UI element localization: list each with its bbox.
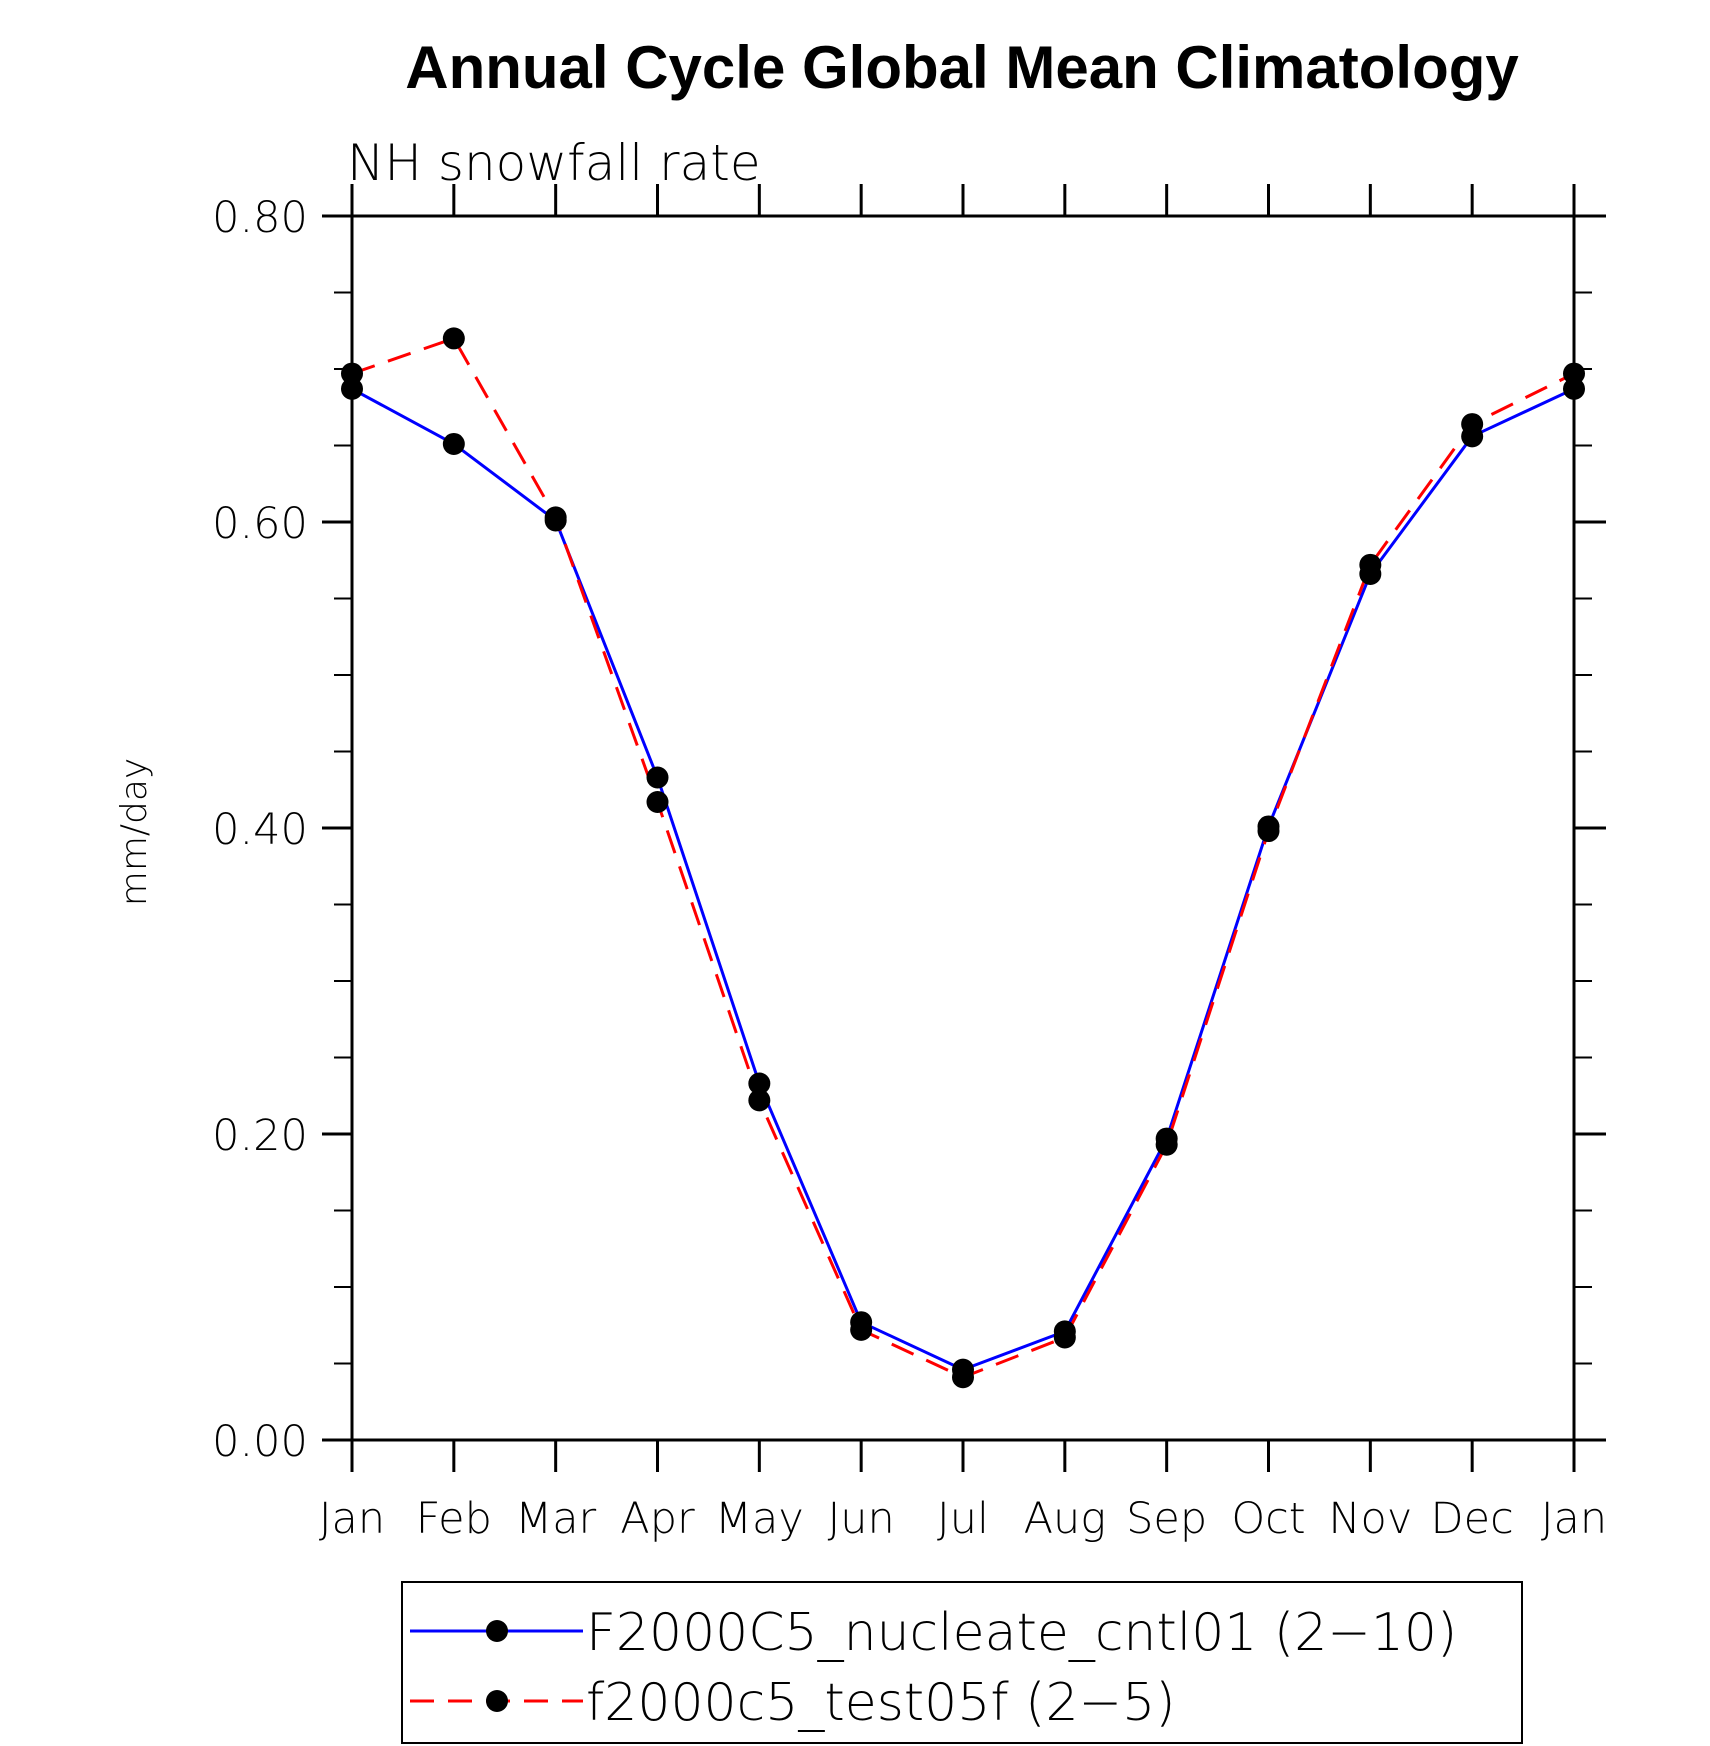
legend-label-series-1: F2000C5_nucleate_cntl01 (2−10)	[586, 1603, 1457, 1663]
y-tick-label: 0.60	[212, 499, 308, 549]
x-tick-label: May	[715, 1494, 804, 1544]
series-1-point	[1563, 377, 1585, 400]
series-2-point	[1359, 553, 1382, 576]
series-1-point	[646, 766, 669, 789]
y-axis-label: mm/day	[114, 758, 155, 906]
x-tick-label: Jan	[319, 1494, 385, 1544]
y-tick-label: 0.00	[212, 1417, 308, 1467]
y-tick-label: 0.20	[212, 1111, 308, 1161]
x-tick-label: Feb	[416, 1494, 492, 1544]
series-2-point	[850, 1318, 873, 1341]
x-tick-label: Sep	[1126, 1494, 1207, 1544]
y-tick-label: 0.80	[212, 193, 308, 243]
legend: F2000C5_nucleate_cntl01 (2−10) f2000c5_t…	[401, 1581, 1523, 1744]
series-markers	[341, 327, 1585, 1389]
series-2-point	[1563, 362, 1585, 385]
series-2-point	[341, 362, 363, 385]
series-1-point	[341, 377, 363, 400]
x-tick-label: Apr	[620, 1494, 695, 1544]
x-tick-label: Mar	[515, 1494, 596, 1544]
series-2-point	[748, 1089, 771, 1112]
x-tick-label: Jan	[1541, 1494, 1607, 1544]
legend-marker-series-2	[486, 1690, 508, 1712]
chart-title: Annual Cycle Global Mean Climatology	[405, 34, 1519, 101]
x-tick-label: Jul	[937, 1494, 989, 1544]
y-tick-label: 0.40	[212, 805, 308, 855]
series-2-point	[952, 1366, 974, 1389]
chart-subtitle: NH snowfall rate	[347, 134, 761, 192]
x-tick-label: Aug	[1024, 1494, 1106, 1544]
legend-box	[401, 1581, 1523, 1744]
data-series	[341, 327, 1585, 1389]
x-tick-label: Jun	[828, 1494, 895, 1544]
series-2-point	[442, 327, 465, 350]
series-2-point	[1461, 413, 1484, 436]
axes-ticks: Jan Feb Mar Apr May Jun Jul Aug Sep Oct Nov Dec Jan0…	[212, 184, 1607, 1544]
x-tick-label: Oct	[1231, 1494, 1305, 1544]
series-2-point	[1155, 1133, 1178, 1156]
series-1-point	[442, 432, 465, 455]
series-2-point	[646, 790, 669, 813]
x-tick-label: Dec	[1431, 1494, 1514, 1544]
legend-marker-series-1	[486, 1620, 508, 1642]
series-2-point	[1257, 820, 1280, 843]
series-2-point	[544, 506, 567, 529]
x-tick-label: Nov	[1328, 1494, 1412, 1544]
series-1-point	[748, 1072, 771, 1095]
legend-label-series-2: f2000c5_test05f (2−5)	[586, 1673, 1176, 1733]
series-2-point	[1053, 1326, 1076, 1349]
